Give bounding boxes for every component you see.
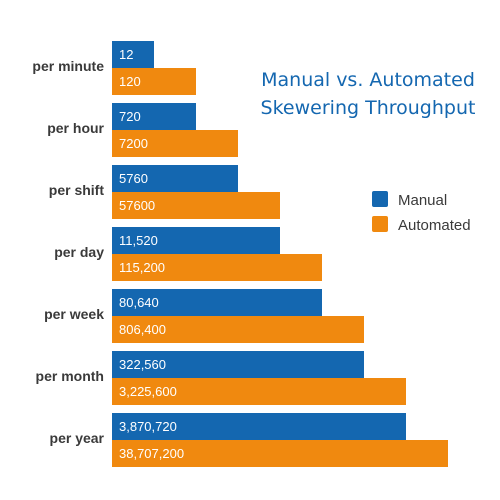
chart-title-line-1: Manual vs. Automated (261, 69, 475, 91)
legend-swatch-automated (372, 216, 388, 232)
bar-automated (112, 378, 406, 405)
bar-automated (112, 254, 322, 281)
bar-value-label: 806,400 (119, 322, 166, 337)
bar-automated (112, 192, 280, 219)
bar-value-label: 3,870,720 (119, 419, 177, 434)
bar-manual (112, 351, 364, 378)
bar-value-label: 12 (119, 47, 133, 62)
bar-value-label: 80,640 (119, 295, 159, 310)
bar-manual (112, 165, 238, 192)
category-label: per hour (47, 120, 104, 136)
bar-automated (112, 130, 238, 157)
legend-label-manual: Manual (398, 192, 447, 209)
legend-swatch-manual (372, 191, 388, 207)
bar-manual (112, 41, 154, 68)
chart-title: Manual vs. Automated Skewering Throughpu… (261, 69, 476, 119)
category-label: per week (44, 306, 104, 322)
bar-manual (112, 227, 280, 254)
bar-value-label: 57600 (119, 198, 155, 213)
legend: Manual Automated (372, 191, 471, 234)
bar-automated (112, 440, 448, 467)
bar-value-label: 3,225,600 (119, 384, 177, 399)
bar-value-label: 322,560 (119, 357, 166, 372)
category-label: per year (50, 430, 105, 446)
bar-manual (112, 289, 322, 316)
category-label: per minute (32, 58, 104, 74)
bar-value-label: 115,200 (119, 260, 165, 275)
category-label: per day (54, 244, 104, 260)
bar-manual (112, 413, 406, 440)
bar-value-label: 11,520 (119, 233, 158, 248)
bar-value-label: 7200 (119, 136, 148, 151)
category-label: per shift (49, 182, 105, 198)
bar-value-label: 38,707,200 (119, 446, 184, 461)
bar-automated (112, 316, 364, 343)
bar-value-label: 120 (119, 74, 141, 89)
bar-value-label: 720 (119, 109, 141, 124)
bar-manual (112, 103, 196, 130)
bars: per minute 12 120 per hour 720 7200 per shift 5… (32, 41, 448, 467)
legend-label-automated: Automated (398, 217, 471, 234)
chart-title-line-2: Skewering Throughput (261, 97, 476, 119)
bar-automated (112, 68, 196, 95)
bar-value-label: 5760 (119, 171, 148, 186)
category-label: per month (36, 368, 104, 384)
